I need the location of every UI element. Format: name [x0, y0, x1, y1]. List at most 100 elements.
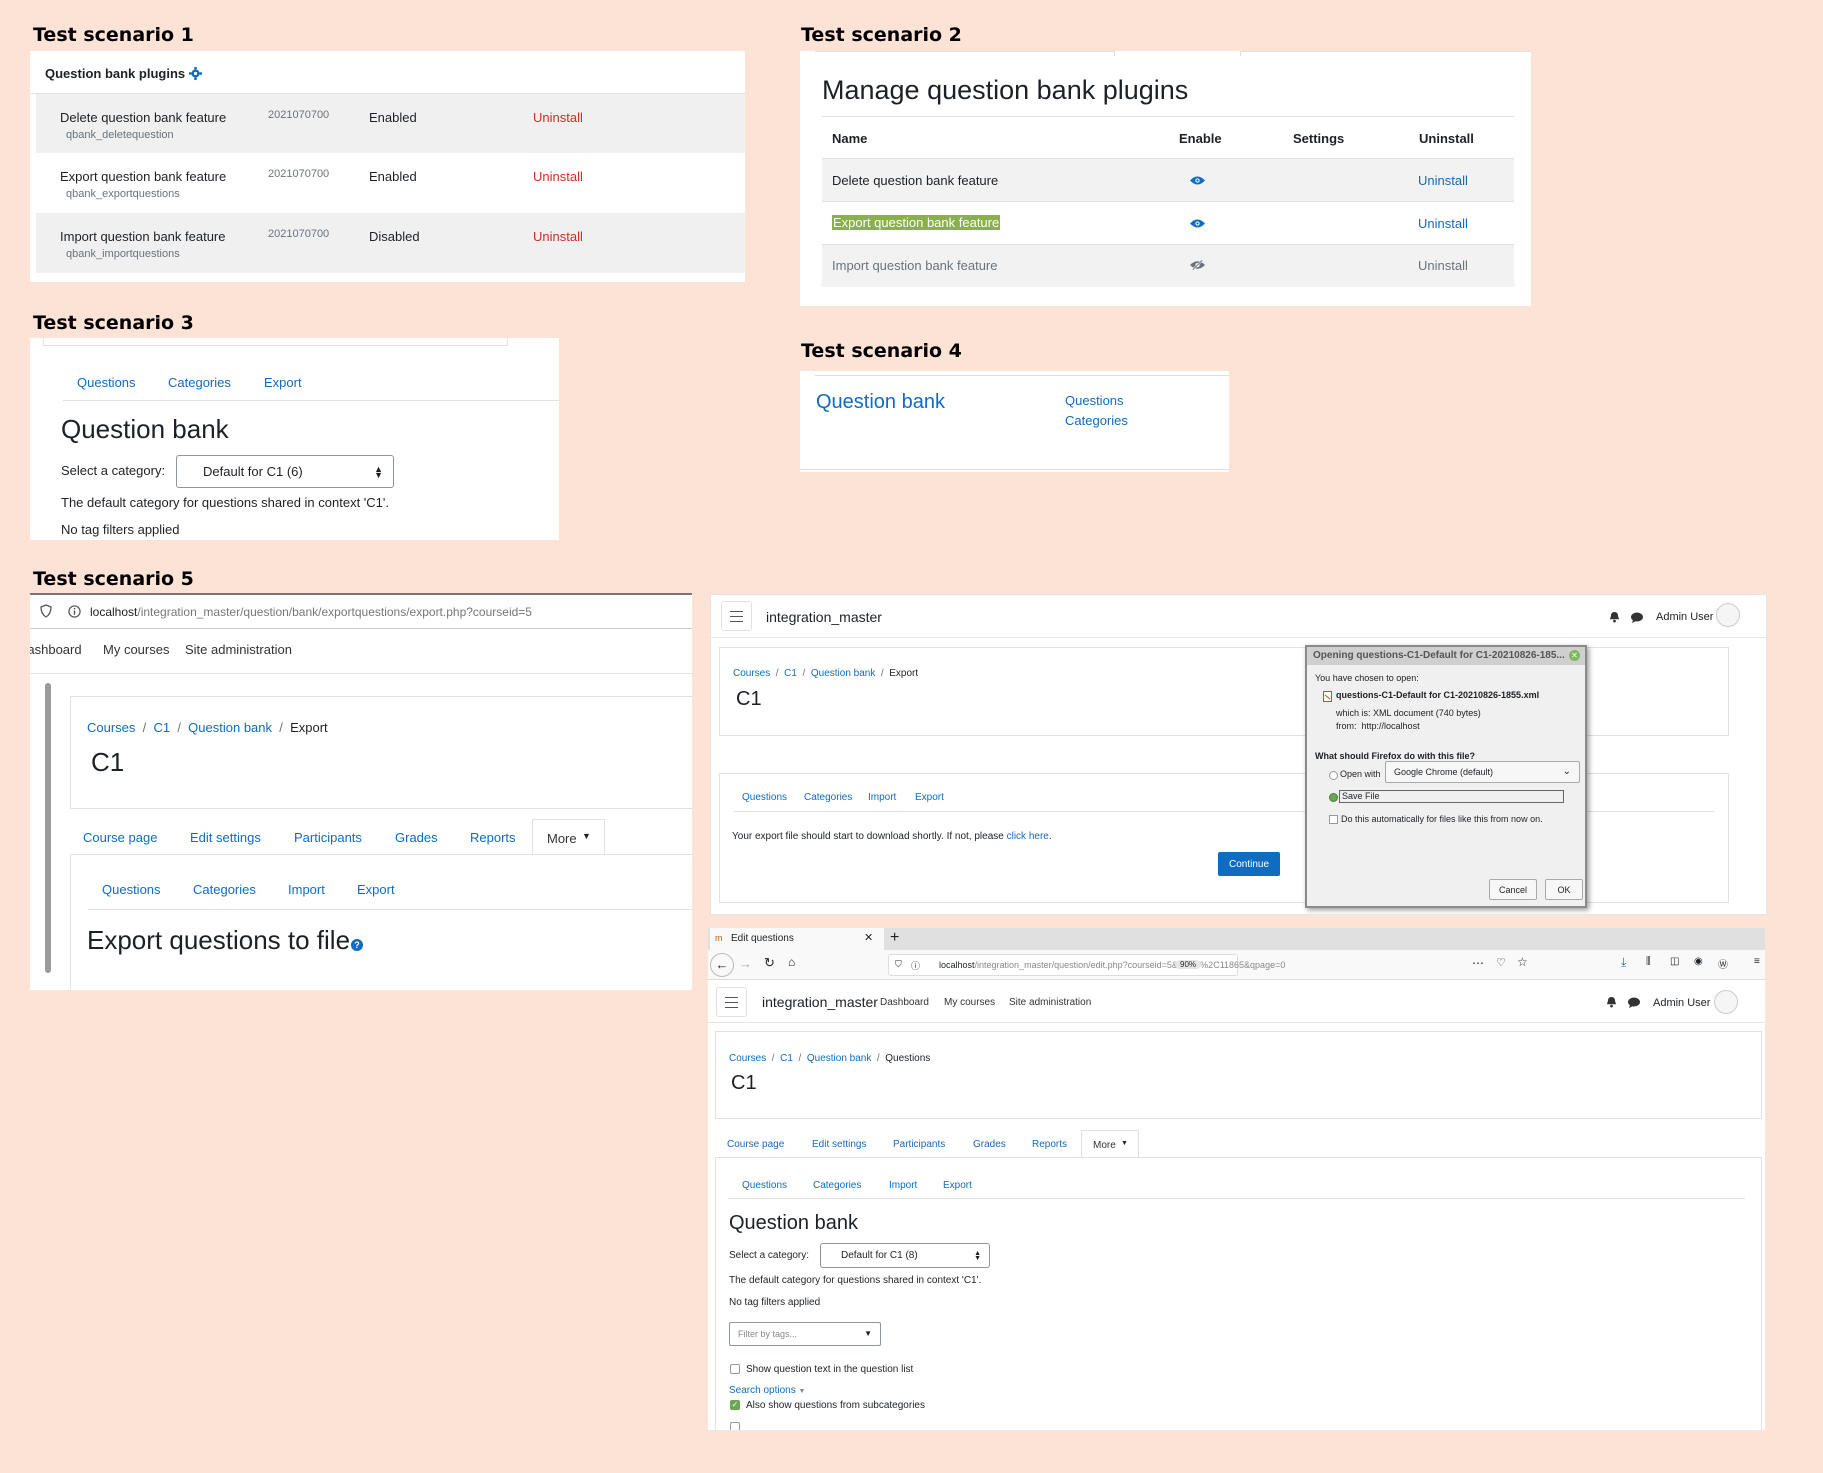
- new-tab-icon[interactable]: +: [890, 929, 900, 946]
- nav-site-administration[interactable]: Site administration: [185, 642, 292, 657]
- tab-categories[interactable]: Categories: [168, 375, 231, 390]
- cancel-button[interactable]: Cancel: [1489, 879, 1537, 900]
- more-menu[interactable]: More ▼: [1081, 1130, 1139, 1158]
- tab-participants[interactable]: Participants: [294, 830, 362, 845]
- breadcrumb-question-bank[interactable]: Question bank: [188, 720, 273, 735]
- eye-icon[interactable]: [1190, 173, 1205, 191]
- pocket-icon[interactable]: ♡: [1496, 957, 1506, 969]
- breadcrumb-courses[interactable]: Courses: [729, 1053, 767, 1064]
- tab-categories[interactable]: Categories: [813, 1180, 862, 1191]
- uninstall-link[interactable]: Uninstall: [533, 169, 583, 184]
- address-bar[interactable]: localhost/integration_master/question/ba…: [30, 593, 692, 629]
- open-with-select[interactable]: Google Chrome (default) ⌄: [1385, 761, 1580, 783]
- tab-export[interactable]: Export: [357, 882, 395, 897]
- close-icon[interactable]: ✕: [1569, 650, 1580, 661]
- back-icon[interactable]: ←: [710, 953, 734, 977]
- nav-my-courses[interactable]: My courses: [944, 997, 996, 1008]
- breadcrumb-courses[interactable]: Courses: [733, 668, 771, 679]
- library-icon[interactable]: ⫼: [1646, 956, 1651, 967]
- nav-site-administration[interactable]: Site administration: [1009, 997, 1092, 1008]
- open-with-radio[interactable]: [1329, 771, 1338, 780]
- bell-icon[interactable]: [1606, 995, 1617, 1013]
- account-icon[interactable]: ◉: [1694, 956, 1703, 967]
- eye-slash-icon[interactable]: [1190, 258, 1205, 276]
- tab-import[interactable]: Import: [868, 792, 897, 803]
- tab-reports[interactable]: Reports: [1032, 1139, 1068, 1150]
- download-icon[interactable]: ⤓: [1621, 955, 1627, 969]
- continue-button[interactable]: Continue: [1218, 852, 1280, 876]
- tab-course-page[interactable]: Course page: [83, 830, 158, 845]
- uninstall-link[interactable]: Uninstall: [533, 110, 583, 125]
- nav-dashboard[interactable]: Dashboard: [880, 997, 929, 1008]
- site-name[interactable]: integration_master: [766, 609, 882, 625]
- bell-icon[interactable]: [1609, 610, 1620, 628]
- uninstall-link[interactable]: Uninstall: [1418, 216, 1468, 231]
- breadcrumb-c1[interactable]: C1: [784, 668, 797, 679]
- question-bank-link[interactable]: Question bank: [816, 391, 945, 413]
- tab-import[interactable]: Import: [288, 882, 325, 897]
- sidebar-icon[interactable]: ◫: [1670, 956, 1680, 967]
- save-file-radio[interactable]: [1329, 793, 1338, 802]
- categories-link[interactable]: Categories: [1065, 413, 1128, 428]
- tag-filter-input[interactable]: Filter by tags... ▼: [729, 1322, 881, 1346]
- category-select[interactable]: Default for C1 (8) ▲ ▼: [820, 1243, 990, 1268]
- chat-icon[interactable]: [1628, 995, 1640, 1013]
- help-icon[interactable]: ?: [351, 939, 364, 951]
- nav-my-courses[interactable]: My courses: [103, 642, 170, 657]
- tab-questions[interactable]: Questions: [102, 882, 161, 897]
- breadcrumb-courses[interactable]: Courses: [87, 720, 136, 735]
- zoom-badge[interactable]: 90%: [1175, 960, 1202, 969]
- tab-export[interactable]: Export: [943, 1180, 972, 1191]
- tab-grades[interactable]: Grades: [973, 1139, 1006, 1150]
- avatar[interactable]: [1716, 603, 1740, 627]
- site-name[interactable]: integration_master: [762, 994, 878, 1010]
- bookmark-star-icon[interactable]: ☆: [1517, 955, 1528, 969]
- tab-export[interactable]: Export: [264, 375, 302, 390]
- menu-button[interactable]: [721, 601, 752, 631]
- tab-edit-settings[interactable]: Edit settings: [812, 1139, 867, 1150]
- scrollbar[interactable]: [45, 683, 51, 973]
- old-questions-checkbox[interactable]: [730, 1422, 740, 1430]
- menu-icon[interactable]: ≡: [1754, 956, 1760, 967]
- uninstall-link[interactable]: Uninstall: [533, 229, 583, 244]
- tab-categories[interactable]: Categories: [193, 882, 256, 897]
- forward-icon[interactable]: →: [739, 956, 752, 971]
- tab-course-page[interactable]: Course page: [727, 1139, 785, 1150]
- user-name[interactable]: Admin User: [1653, 997, 1711, 1009]
- browser-tab[interactable]: m Edit questions ✕: [710, 928, 884, 950]
- extension-icon[interactable]: Ⓦ: [1718, 960, 1728, 971]
- more-actions-icon[interactable]: ⋯: [1472, 956, 1484, 970]
- search-options-link[interactable]: Search options ▼: [729, 1385, 806, 1396]
- breadcrumb-question-bank[interactable]: Question bank: [806, 1053, 872, 1064]
- tab-participants[interactable]: Participants: [893, 1139, 946, 1150]
- uninstall-link[interactable]: Uninstall: [1418, 173, 1468, 188]
- tab-questions[interactable]: Questions: [742, 792, 788, 803]
- nav-dashboard[interactable]: Dashboard: [30, 642, 82, 657]
- tab-categories[interactable]: Categories: [804, 792, 853, 803]
- questions-link[interactable]: Questions: [1065, 393, 1124, 408]
- tab-import[interactable]: Import: [889, 1180, 918, 1191]
- show-text-checkbox[interactable]: [730, 1364, 740, 1374]
- tab-grades[interactable]: Grades: [395, 830, 438, 845]
- eye-icon[interactable]: [1190, 216, 1205, 234]
- ok-button[interactable]: OK: [1545, 879, 1583, 900]
- gear-icon[interactable]: [188, 67, 202, 83]
- menu-button[interactable]: [716, 987, 747, 1017]
- category-select[interactable]: Default for C1 (6) ▲ ▼: [176, 455, 394, 488]
- close-tab-icon[interactable]: ✕: [864, 932, 874, 944]
- chat-icon[interactable]: [1631, 610, 1643, 628]
- tab-reports[interactable]: Reports: [470, 830, 516, 845]
- auto-checkbox[interactable]: [1329, 815, 1338, 824]
- avatar[interactable]: [1714, 990, 1738, 1014]
- tab-questions[interactable]: Questions: [77, 375, 136, 390]
- more-menu[interactable]: More ▼: [532, 819, 605, 855]
- home-icon[interactable]: ⌂: [788, 955, 796, 969]
- breadcrumb-c1[interactable]: C1: [780, 1053, 793, 1064]
- address-bar[interactable]: ⛉ ⓘ localhost/integration_master/questio…: [888, 954, 1285, 976]
- tab-edit-settings[interactable]: Edit settings: [190, 830, 261, 845]
- user-name[interactable]: Admin User: [1656, 611, 1714, 623]
- tab-export[interactable]: Export: [915, 792, 944, 803]
- subcategories-checkbox[interactable]: ✓: [730, 1400, 740, 1410]
- breadcrumb-c1[interactable]: C1: [153, 720, 171, 735]
- click-here-link[interactable]: click here: [1006, 831, 1049, 842]
